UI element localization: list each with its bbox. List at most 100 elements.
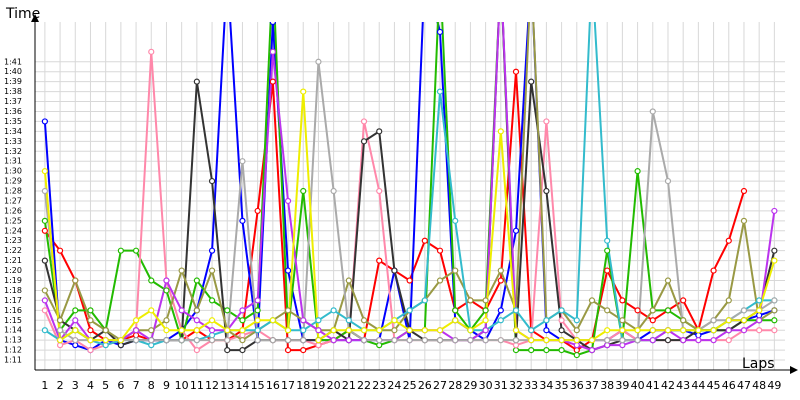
x-tick-label: 41: [646, 379, 660, 392]
data-point: [193, 327, 200, 334]
data-point: [558, 337, 565, 344]
data-point: [497, 128, 504, 135]
x-tick-label: 22: [357, 379, 371, 392]
data-point: [269, 317, 276, 324]
data-point: [512, 337, 520, 344]
data-point: [740, 317, 748, 324]
data-point: [664, 277, 672, 284]
data-point: [360, 337, 368, 344]
data-point: [117, 342, 124, 349]
data-point: [619, 317, 626, 324]
x-tick-label: 43: [676, 379, 690, 392]
x-tick-label: 33: [524, 379, 538, 392]
y-axis-title: Time: [5, 6, 40, 22]
x-tick-label: 38: [600, 379, 614, 392]
x-tick-label: 12: [205, 379, 219, 392]
data-point: [467, 297, 474, 304]
data-point: [421, 237, 428, 244]
data-point: [208, 337, 216, 344]
x-tick-label: 7: [133, 379, 140, 392]
data-point: [649, 327, 656, 334]
data-point: [193, 317, 200, 324]
x-tick-label: 36: [570, 379, 584, 392]
data-point: [497, 307, 504, 314]
x-tick-label: 40: [631, 379, 645, 392]
data-point: [725, 297, 732, 304]
data-point: [87, 327, 94, 334]
y-tick-label: 1:23: [4, 236, 22, 245]
x-tick-label: 16: [266, 379, 280, 392]
data-point: [482, 327, 489, 334]
data-point: [300, 187, 307, 195]
data-point: [664, 337, 672, 344]
data-point: [284, 307, 292, 314]
data-point: [148, 307, 155, 314]
data-point: [56, 342, 64, 349]
y-tick-label: 1:35: [4, 117, 22, 126]
data-point: [330, 327, 337, 334]
data-point: [604, 307, 611, 314]
data-point: [619, 327, 626, 334]
data-point: [360, 138, 368, 145]
data-point: [680, 317, 687, 324]
data-point: [406, 327, 413, 334]
data-point: [239, 332, 246, 339]
y-tick-label: 1:19: [4, 276, 22, 285]
data-point: [771, 297, 778, 304]
x-axis-title: Laps: [742, 356, 775, 372]
data-point: [300, 337, 307, 344]
data-point: [224, 347, 231, 354]
data-point: [345, 317, 352, 324]
data-point: [41, 187, 48, 195]
data-point: [406, 277, 413, 284]
data-point: [573, 317, 580, 324]
y-tick-label: 1:20: [4, 266, 22, 275]
data-point: [573, 337, 580, 344]
x-tick-label: 30: [479, 379, 493, 392]
data-point: [41, 297, 48, 304]
data-point: [41, 227, 48, 234]
data-point: [543, 118, 550, 125]
data-point: [634, 337, 641, 344]
data-point: [528, 347, 535, 354]
data-point: [771, 307, 778, 314]
data-point: [543, 347, 550, 354]
x-tick-label: 15: [251, 379, 265, 392]
data-point: [512, 327, 520, 334]
data-point: [740, 307, 748, 314]
data-point: [376, 187, 383, 195]
data-point: [436, 88, 444, 95]
data-point: [664, 307, 672, 314]
data-point: [239, 217, 246, 224]
data-point: [239, 307, 246, 314]
data-point: [604, 247, 611, 254]
plot-area: [41, 22, 778, 359]
data-point: [619, 297, 626, 304]
data-point: [604, 337, 611, 344]
data-point: [725, 317, 732, 324]
data-point: [239, 158, 246, 165]
data-point: [315, 327, 322, 334]
data-point: [117, 247, 124, 254]
data-point: [41, 257, 48, 264]
data-point: [208, 297, 216, 304]
data-point: [193, 337, 200, 344]
data-point: [254, 317, 261, 324]
data-point: [543, 327, 550, 334]
y-tick-label: 1:15: [4, 316, 22, 325]
data-point: [56, 327, 64, 334]
data-point: [72, 342, 79, 349]
data-point: [208, 332, 216, 339]
y-axis-arrow: [31, 14, 39, 22]
data-point: [254, 337, 261, 344]
data-point: [482, 317, 489, 324]
y-tick-label: 1:37: [4, 97, 22, 106]
data-point: [284, 267, 292, 274]
data-point: [239, 327, 246, 334]
data-point: [573, 351, 580, 359]
x-tick-label: 20: [327, 379, 341, 392]
data-point: [376, 128, 383, 135]
data-point: [178, 307, 185, 314]
data-point: [148, 327, 155, 334]
data-point: [208, 267, 216, 274]
